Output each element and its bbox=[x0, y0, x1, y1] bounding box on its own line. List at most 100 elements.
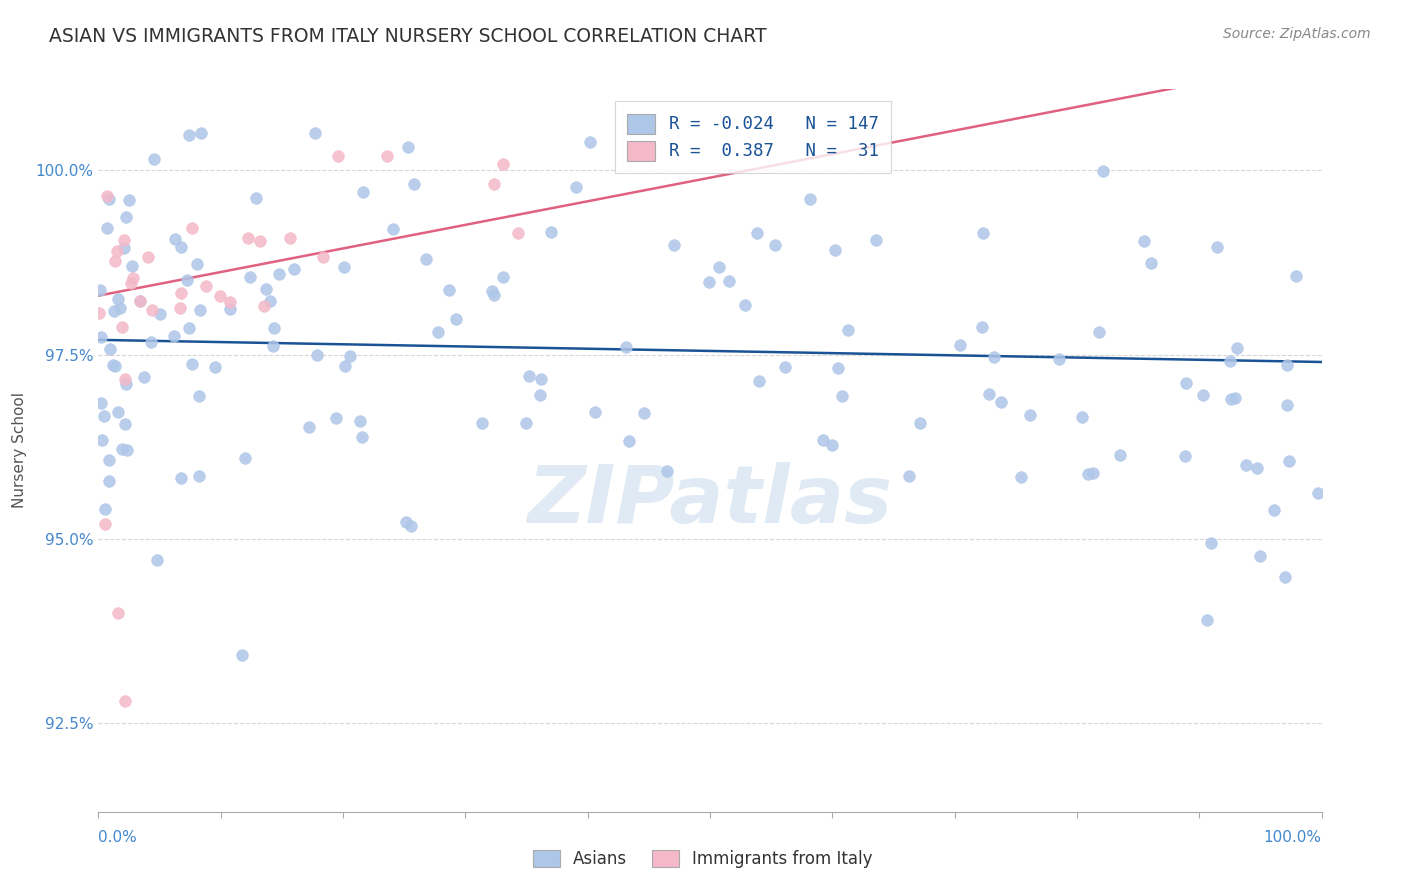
Point bbox=[107, 292, 129, 306]
Point bbox=[107, 405, 129, 419]
Point bbox=[1277, 398, 1299, 412]
Point bbox=[1219, 353, 1241, 368]
Point bbox=[114, 417, 136, 431]
Point bbox=[129, 294, 152, 309]
Point bbox=[697, 275, 720, 289]
Text: ZIPatlas: ZIPatlas bbox=[527, 462, 893, 540]
Text: 100.0%: 100.0% bbox=[1264, 830, 1322, 846]
Point bbox=[170, 286, 193, 301]
Point bbox=[1225, 391, 1247, 405]
Point bbox=[773, 360, 796, 375]
Point bbox=[1088, 326, 1111, 340]
Point bbox=[1201, 535, 1223, 549]
Point bbox=[278, 231, 301, 245]
Point bbox=[529, 388, 551, 402]
Point bbox=[209, 289, 232, 303]
Point bbox=[114, 694, 136, 708]
Point bbox=[89, 329, 111, 343]
Point bbox=[239, 269, 262, 284]
Point bbox=[747, 226, 769, 240]
Point bbox=[112, 241, 135, 255]
Point bbox=[482, 288, 505, 302]
Point bbox=[1246, 461, 1268, 475]
Point bbox=[619, 434, 641, 448]
Point bbox=[120, 276, 142, 290]
Point bbox=[333, 359, 356, 373]
Point bbox=[530, 371, 553, 385]
Point bbox=[1140, 256, 1163, 270]
Point bbox=[104, 359, 127, 373]
Point bbox=[492, 270, 515, 285]
Point bbox=[707, 260, 730, 274]
Point bbox=[1197, 613, 1219, 627]
Point bbox=[103, 304, 125, 318]
Point bbox=[1277, 358, 1299, 372]
Point bbox=[439, 283, 461, 297]
Point bbox=[169, 471, 191, 485]
Point bbox=[1220, 392, 1243, 407]
Point bbox=[186, 257, 208, 271]
Point bbox=[259, 293, 281, 308]
Point bbox=[98, 474, 121, 488]
Point bbox=[146, 553, 169, 567]
Point bbox=[96, 221, 118, 235]
Point bbox=[97, 453, 120, 467]
Point bbox=[249, 234, 271, 248]
Point bbox=[1263, 503, 1285, 517]
Point bbox=[508, 226, 530, 240]
Point bbox=[579, 135, 602, 149]
Point bbox=[311, 250, 333, 264]
Point bbox=[1047, 352, 1070, 367]
Point bbox=[333, 260, 356, 274]
Point bbox=[824, 243, 846, 257]
Point bbox=[1249, 549, 1271, 564]
Point bbox=[307, 348, 329, 362]
Point bbox=[283, 261, 305, 276]
Point bbox=[111, 442, 134, 456]
Point bbox=[121, 260, 143, 274]
Point bbox=[734, 298, 756, 312]
Point bbox=[1206, 240, 1229, 254]
Point bbox=[471, 417, 494, 431]
Point bbox=[129, 293, 152, 308]
Point bbox=[565, 180, 588, 194]
Point bbox=[143, 152, 166, 166]
Point bbox=[515, 416, 537, 430]
Point bbox=[139, 334, 162, 349]
Point bbox=[253, 299, 276, 313]
Point bbox=[121, 270, 143, 285]
Point bbox=[98, 192, 121, 206]
Point bbox=[149, 307, 172, 321]
Point bbox=[165, 232, 187, 246]
Point bbox=[748, 374, 770, 388]
Point bbox=[427, 325, 450, 339]
Point bbox=[190, 127, 212, 141]
Point bbox=[482, 178, 505, 192]
Point bbox=[170, 240, 193, 254]
Point bbox=[972, 227, 994, 241]
Point bbox=[115, 376, 138, 391]
Point bbox=[444, 311, 467, 326]
Text: ASIAN VS IMMIGRANTS FROM ITALY NURSERY SCHOOL CORRELATION CHART: ASIAN VS IMMIGRANTS FROM ITALY NURSERY S… bbox=[49, 27, 766, 45]
Point bbox=[180, 357, 202, 371]
Point bbox=[1234, 458, 1257, 473]
Point bbox=[256, 283, 278, 297]
Point bbox=[1306, 486, 1329, 500]
Point bbox=[263, 321, 285, 335]
Point bbox=[1285, 268, 1308, 283]
Point bbox=[105, 244, 128, 258]
Point bbox=[326, 148, 349, 162]
Point bbox=[1092, 163, 1115, 178]
Point bbox=[339, 349, 361, 363]
Point bbox=[187, 389, 209, 403]
Point bbox=[94, 502, 117, 516]
Point bbox=[107, 606, 129, 620]
Point bbox=[1174, 376, 1197, 391]
Point bbox=[349, 414, 371, 428]
Point bbox=[908, 416, 931, 430]
Point bbox=[614, 340, 637, 354]
Point bbox=[1083, 466, 1105, 480]
Point bbox=[404, 178, 426, 192]
Point bbox=[1019, 409, 1042, 423]
Point bbox=[633, 406, 655, 420]
